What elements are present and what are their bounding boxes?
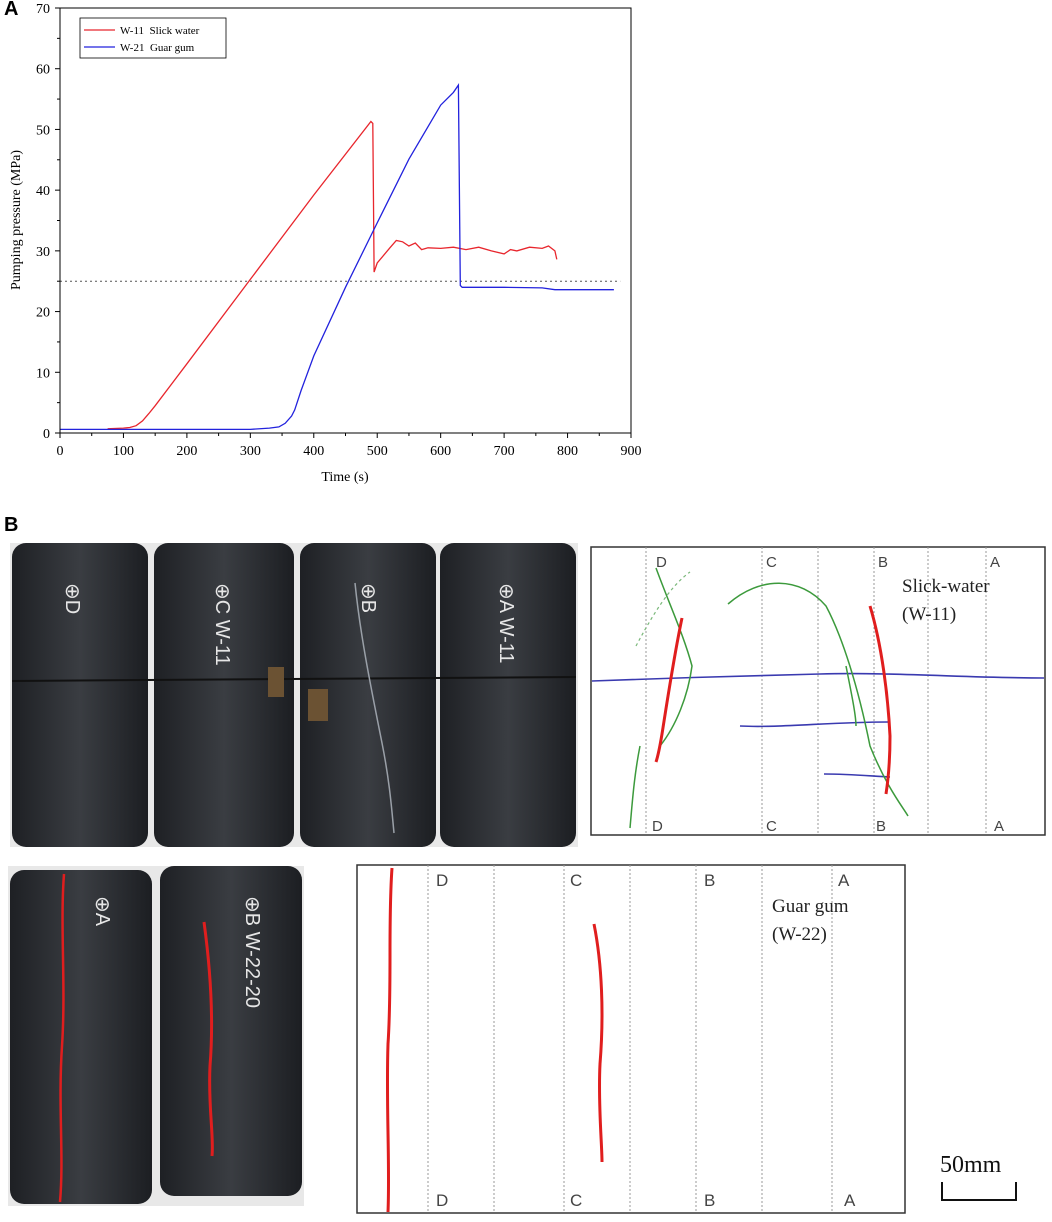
- legend-frame: [79, 17, 227, 59]
- core-face-c: [154, 543, 294, 847]
- sketch-marker-bottom-b: B: [876, 818, 886, 835]
- series-line-slick-water: [107, 120, 558, 430]
- scale-bar: [941, 1182, 1017, 1201]
- pressure-time-chart: 0 100 200 300 400 500 600 700 800 900 0 10 20 30 40 50 6…: [9, 2, 642, 485]
- panel-b-label: B: [4, 514, 19, 536]
- fracture-red: [592, 923, 604, 1163]
- fracture-green-dashed: [635, 571, 691, 647]
- specimen-w11-photo: ⊕D ⊕C W-11 ⊕B ⊕A W-11: [10, 543, 578, 847]
- sketch-marker-bottom-b: B: [704, 1191, 715, 1210]
- y-axis-label: Pumping pressure (MPa): [9, 150, 24, 290]
- core-face-b: [160, 866, 302, 1196]
- x-tick-label: 700: [494, 444, 515, 459]
- x-tick-label: 900: [621, 444, 642, 459]
- fracture-red: [58, 873, 66, 1203]
- sketch-marker-bottom-d: D: [652, 818, 663, 835]
- fracture-red: [868, 605, 892, 795]
- panel-a-label: A: [4, 0, 19, 20]
- x-axis-label: Time (s): [321, 470, 369, 485]
- sketch-marker-top-b: B: [704, 871, 715, 890]
- x-tick-label: 800: [557, 444, 578, 459]
- specimen-w22-fracture-sketch: D C B A D C B A Guar gum (W-22): [356, 864, 906, 1214]
- fracture-blue-main: [591, 672, 1045, 682]
- sketch-marker-top-d: D: [656, 554, 667, 571]
- sketch-title: Slick-water: [902, 576, 990, 597]
- core-label-b: ⊕B: [357, 583, 379, 614]
- legend-label-guar-gum: W-21 Guar gum: [120, 42, 195, 54]
- specimen-w11-photo-drawing: [11, 543, 577, 847]
- surface-stain: [268, 667, 284, 697]
- scale-bar-label: 50mm: [940, 1152, 1002, 1178]
- x-tick-label: 300: [240, 444, 261, 459]
- y-tick-label: 20: [36, 306, 50, 321]
- sketch-marker-top-d: D: [436, 871, 448, 890]
- sketch-marker-bottom-c: C: [570, 1191, 582, 1210]
- y-tick-label: 70: [36, 2, 50, 17]
- legend-label-slick-water: W-11 Slick water: [120, 25, 200, 37]
- fracture-green: [655, 567, 693, 747]
- fracture-red: [202, 921, 214, 1157]
- sketch-marker-top-c: C: [766, 554, 777, 571]
- surface-stain: [308, 689, 328, 721]
- y-tick-label: 40: [36, 184, 50, 199]
- y-tick-label: 50: [36, 123, 50, 138]
- sketch-marker-top-b: B: [878, 554, 888, 571]
- core-label-d: ⊕D: [61, 583, 83, 615]
- specimen-w11-fracture-sketch: D C B A D C B A Slick-water (W-11): [590, 546, 1046, 836]
- chart-legend: W-11 Slick water W-21 Guar gum: [79, 17, 227, 59]
- core-label-c: ⊕C W-11: [211, 583, 233, 666]
- fracture-red: [385, 867, 394, 1213]
- sketch-marker-bottom-a: A: [994, 818, 1004, 835]
- sketch-marker-bottom-a: A: [844, 1191, 856, 1210]
- sketch-marker-top-a: A: [838, 871, 850, 890]
- y-tick-label: 0: [43, 427, 50, 442]
- y-tick-label: 10: [36, 366, 50, 381]
- fracture-red: [654, 617, 684, 763]
- x-tick-label: 500: [367, 444, 388, 459]
- surface-crack: [354, 582, 395, 834]
- sketch-subtitle: (W-22): [772, 924, 827, 945]
- fracture-green: [629, 745, 641, 829]
- x-tick-label: 600: [430, 444, 451, 459]
- plot-frame: [59, 7, 632, 434]
- specimen-w22-photo-drawing: [10, 866, 302, 1204]
- y-tick-label: 30: [36, 245, 50, 260]
- core-label-a: ⊕A: [91, 896, 113, 927]
- sketch-marker-top-a: A: [990, 554, 1000, 571]
- sketch-marker-bottom-c: C: [766, 818, 777, 835]
- sketch-title: Guar gum: [772, 896, 849, 917]
- sketch-marker-top-c: C: [570, 871, 582, 890]
- core-label-a: ⊕A W-11: [495, 583, 517, 664]
- x-tick-label: 400: [303, 444, 324, 459]
- core-label-b: ⊕B W-22-20: [241, 896, 263, 1008]
- core-face-a: [440, 543, 576, 847]
- core-face-a: [10, 870, 152, 1204]
- series-line-guar-gum: [60, 83, 614, 431]
- scale-bar-line: [941, 1182, 1017, 1201]
- x-tick-label: 200: [176, 444, 197, 459]
- x-tick-label: 100: [113, 444, 134, 459]
- x-tick-label: 0: [57, 444, 64, 459]
- fracture-blue: [739, 721, 889, 728]
- core-face-d: [12, 543, 148, 847]
- specimen-w22-photo: ⊕A ⊕B W-22-20: [8, 866, 304, 1206]
- core-face-b: [300, 543, 436, 847]
- fracture-green: [845, 665, 857, 727]
- y-tick-label: 60: [36, 63, 50, 78]
- sketch-marker-bottom-d: D: [436, 1191, 448, 1210]
- sketch-subtitle: (W-11): [902, 604, 956, 625]
- bedding-fracture: [11, 676, 577, 682]
- sketch-frame: [356, 864, 906, 1214]
